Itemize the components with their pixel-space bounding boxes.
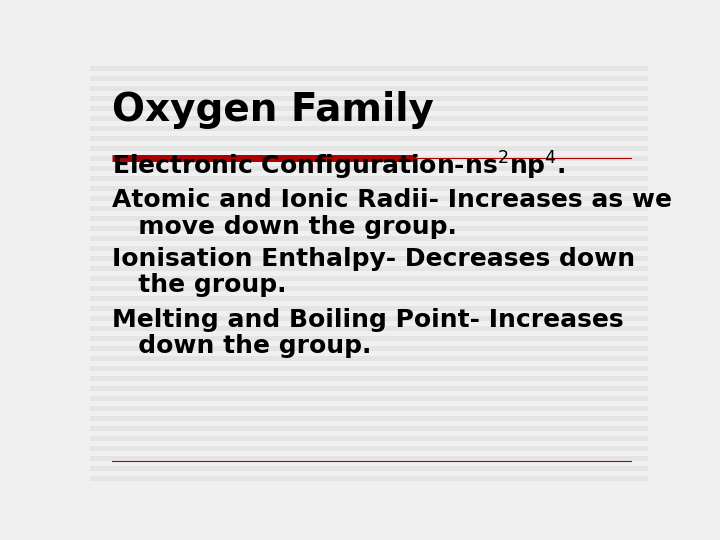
FancyBboxPatch shape xyxy=(90,256,648,261)
FancyBboxPatch shape xyxy=(90,461,648,465)
FancyBboxPatch shape xyxy=(90,351,648,356)
FancyBboxPatch shape xyxy=(90,102,648,106)
FancyBboxPatch shape xyxy=(90,311,648,316)
FancyBboxPatch shape xyxy=(90,431,648,436)
FancyBboxPatch shape xyxy=(90,386,648,391)
Text: Atomic and Ionic Radii- Increases as we: Atomic and Ionic Radii- Increases as we xyxy=(112,188,672,212)
FancyBboxPatch shape xyxy=(90,341,648,346)
FancyBboxPatch shape xyxy=(90,421,648,426)
FancyBboxPatch shape xyxy=(90,361,648,366)
FancyBboxPatch shape xyxy=(90,246,648,251)
FancyBboxPatch shape xyxy=(90,166,648,171)
Text: Ionisation Enthalpy- Decreases down: Ionisation Enthalpy- Decreases down xyxy=(112,247,636,271)
FancyBboxPatch shape xyxy=(90,306,648,311)
FancyBboxPatch shape xyxy=(90,406,648,411)
FancyBboxPatch shape xyxy=(90,426,648,431)
FancyBboxPatch shape xyxy=(90,291,648,296)
FancyBboxPatch shape xyxy=(90,82,648,86)
Text: Oxygen Family: Oxygen Family xyxy=(112,91,434,129)
FancyBboxPatch shape xyxy=(90,236,648,241)
FancyBboxPatch shape xyxy=(90,66,648,71)
Text: move down the group.: move down the group. xyxy=(112,214,457,239)
FancyBboxPatch shape xyxy=(90,381,648,386)
FancyBboxPatch shape xyxy=(90,296,648,301)
FancyBboxPatch shape xyxy=(90,356,648,361)
FancyBboxPatch shape xyxy=(90,376,648,381)
FancyBboxPatch shape xyxy=(90,321,648,326)
FancyBboxPatch shape xyxy=(90,191,648,196)
FancyBboxPatch shape xyxy=(90,286,648,291)
FancyBboxPatch shape xyxy=(90,346,648,351)
FancyBboxPatch shape xyxy=(90,416,648,421)
FancyBboxPatch shape xyxy=(90,261,648,266)
Text: Melting and Boiling Point- Increases: Melting and Boiling Point- Increases xyxy=(112,308,624,332)
FancyBboxPatch shape xyxy=(90,181,648,186)
FancyBboxPatch shape xyxy=(90,326,648,331)
FancyBboxPatch shape xyxy=(90,301,648,306)
FancyBboxPatch shape xyxy=(90,271,648,276)
FancyBboxPatch shape xyxy=(90,436,648,441)
FancyBboxPatch shape xyxy=(90,126,648,131)
FancyBboxPatch shape xyxy=(90,396,648,401)
FancyBboxPatch shape xyxy=(90,451,648,456)
FancyBboxPatch shape xyxy=(90,391,648,396)
FancyBboxPatch shape xyxy=(90,196,648,201)
FancyBboxPatch shape xyxy=(90,226,648,231)
FancyBboxPatch shape xyxy=(90,231,648,236)
FancyBboxPatch shape xyxy=(90,186,648,191)
FancyBboxPatch shape xyxy=(90,276,648,281)
FancyBboxPatch shape xyxy=(90,116,648,122)
FancyBboxPatch shape xyxy=(90,97,648,102)
FancyBboxPatch shape xyxy=(90,281,648,286)
FancyBboxPatch shape xyxy=(90,216,648,221)
FancyBboxPatch shape xyxy=(90,411,648,416)
FancyBboxPatch shape xyxy=(90,141,648,146)
FancyBboxPatch shape xyxy=(90,161,648,166)
FancyBboxPatch shape xyxy=(90,62,648,66)
FancyBboxPatch shape xyxy=(90,401,648,406)
FancyBboxPatch shape xyxy=(90,456,648,461)
FancyBboxPatch shape xyxy=(90,446,648,451)
FancyBboxPatch shape xyxy=(90,136,648,141)
FancyBboxPatch shape xyxy=(90,471,648,476)
FancyBboxPatch shape xyxy=(90,151,648,156)
FancyBboxPatch shape xyxy=(90,336,648,341)
FancyBboxPatch shape xyxy=(90,206,648,211)
FancyBboxPatch shape xyxy=(90,122,648,126)
FancyBboxPatch shape xyxy=(90,366,648,371)
FancyBboxPatch shape xyxy=(90,441,648,446)
FancyBboxPatch shape xyxy=(90,316,648,321)
FancyBboxPatch shape xyxy=(90,91,648,97)
FancyBboxPatch shape xyxy=(90,111,648,116)
FancyBboxPatch shape xyxy=(90,331,648,336)
Text: Electronic Configuration-ns$^2$np$^4$.: Electronic Configuration-ns$^2$np$^4$. xyxy=(112,150,566,182)
FancyBboxPatch shape xyxy=(90,241,648,246)
FancyBboxPatch shape xyxy=(90,221,648,226)
FancyBboxPatch shape xyxy=(90,131,648,136)
FancyBboxPatch shape xyxy=(90,251,648,256)
FancyBboxPatch shape xyxy=(90,266,648,271)
FancyBboxPatch shape xyxy=(90,86,648,91)
FancyBboxPatch shape xyxy=(90,465,648,471)
FancyBboxPatch shape xyxy=(90,77,648,82)
FancyBboxPatch shape xyxy=(90,171,648,176)
Text: the group.: the group. xyxy=(112,273,287,297)
FancyBboxPatch shape xyxy=(90,106,648,111)
FancyBboxPatch shape xyxy=(90,146,648,151)
FancyBboxPatch shape xyxy=(90,476,648,481)
FancyBboxPatch shape xyxy=(90,176,648,181)
FancyBboxPatch shape xyxy=(90,71,648,77)
Text: down the group.: down the group. xyxy=(112,334,372,358)
FancyBboxPatch shape xyxy=(90,371,648,376)
FancyBboxPatch shape xyxy=(90,156,648,161)
FancyBboxPatch shape xyxy=(90,211,648,216)
FancyBboxPatch shape xyxy=(90,201,648,206)
